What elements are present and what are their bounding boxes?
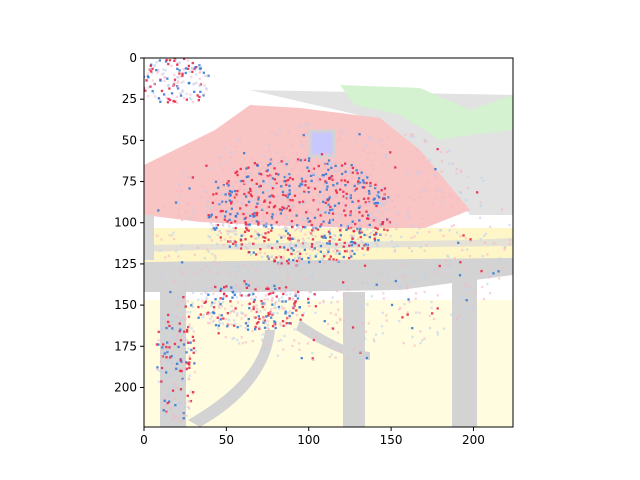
y-tick-label: 0 bbox=[129, 51, 137, 65]
x-tick-label: 200 bbox=[462, 433, 485, 447]
y-tick-label: 50 bbox=[122, 133, 137, 147]
y-tick-label: 100 bbox=[114, 216, 137, 230]
window-frame bbox=[308, 129, 336, 158]
y-axis: 0 25 50 75 100 125 150 175 200 bbox=[114, 51, 144, 394]
table-leg-right bbox=[452, 272, 477, 427]
window-region bbox=[310, 131, 334, 156]
y-tick-label: 75 bbox=[122, 175, 137, 189]
left-edge-patch bbox=[144, 215, 154, 260]
x-tick-label: 50 bbox=[219, 433, 234, 447]
y-tick-label: 150 bbox=[114, 298, 137, 312]
axes-frame bbox=[143, 57, 514, 428]
y-tick-label: 25 bbox=[122, 92, 137, 106]
x-axis: 0 50 100 150 200 bbox=[140, 427, 485, 447]
attribution-noise bbox=[144, 58, 511, 424]
y-tick-label: 200 bbox=[114, 380, 137, 394]
x-tick-label: 0 bbox=[140, 433, 148, 447]
x-tick-label: 150 bbox=[380, 433, 403, 447]
ground-region bbox=[144, 300, 513, 427]
foliage-region bbox=[340, 85, 513, 140]
table-crossbar bbox=[188, 330, 275, 427]
table-brace bbox=[296, 320, 370, 360]
table-leg-mid bbox=[343, 292, 365, 427]
y-tick-label: 125 bbox=[114, 257, 137, 271]
x-tick-label: 100 bbox=[297, 433, 320, 447]
y-tick-label: 175 bbox=[114, 339, 137, 353]
image-panel bbox=[144, 58, 513, 427]
